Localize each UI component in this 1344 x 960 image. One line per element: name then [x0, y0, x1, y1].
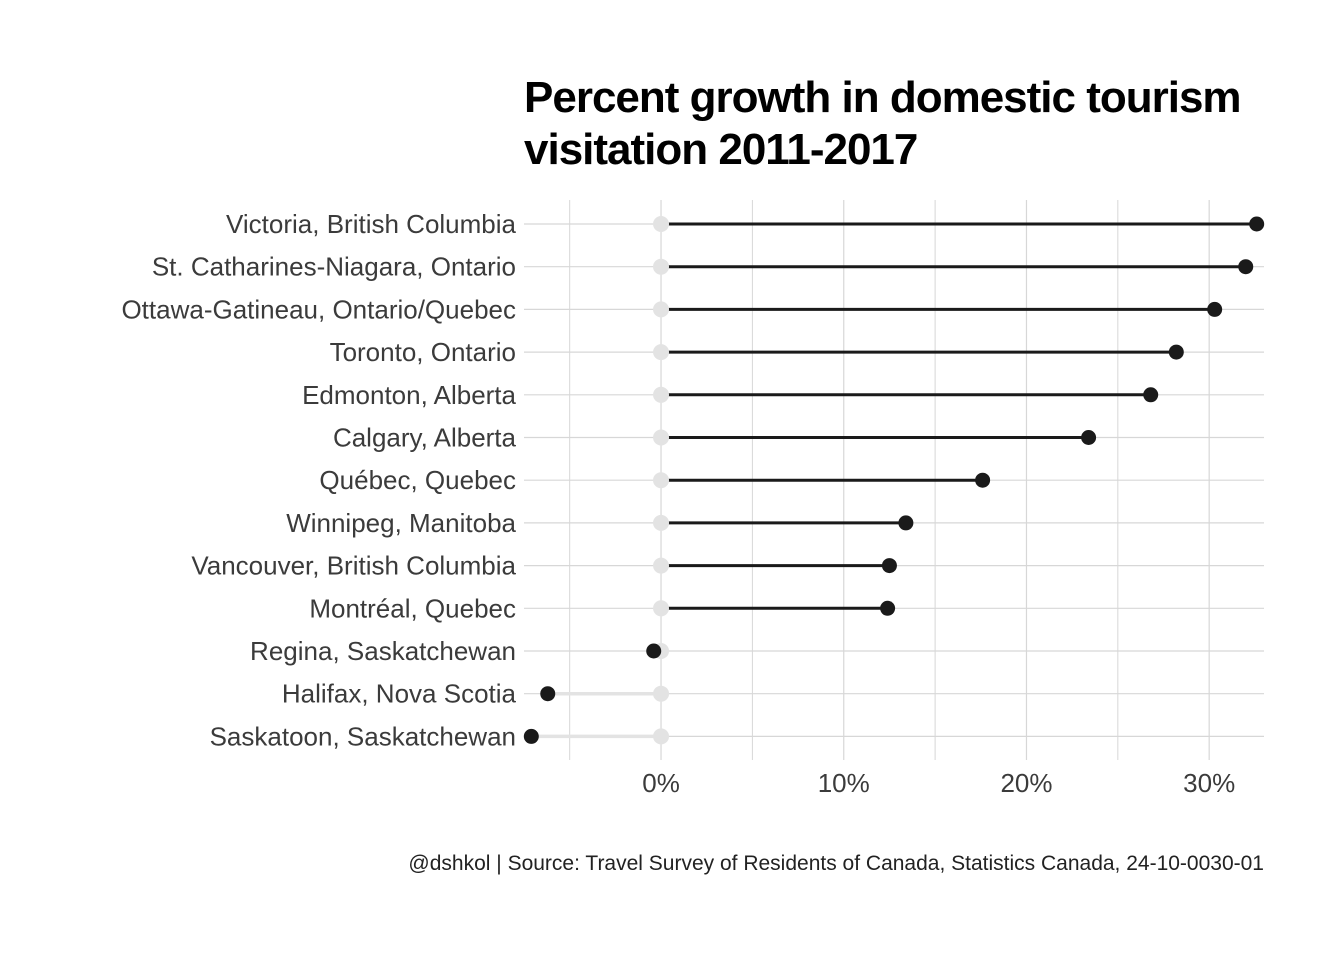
y-tick-label: Québec, Quebec: [319, 465, 516, 495]
chart-title: Percent growth in domestic tourism visit…: [524, 73, 1242, 174]
baseline-point: [653, 386, 670, 403]
value-point: [1168, 344, 1184, 360]
y-tick-label: St. Catharines-Niagara, Ontario: [152, 252, 516, 282]
y-tick-label: Saskatoon, Saskatchewan: [210, 721, 516, 751]
value-point: [898, 515, 914, 531]
value-point: [1143, 387, 1159, 403]
value-point: [975, 472, 991, 488]
baseline-point: [653, 557, 670, 574]
source-caption: @dshkol | Source: Travel Survey of Resid…: [408, 852, 1264, 875]
y-tick-label: Ottawa-Gatineau, Ontario/Quebec: [121, 294, 516, 324]
baseline-point: [653, 216, 670, 232]
value-point: [523, 728, 539, 744]
value-point: [1249, 216, 1265, 232]
value-point: [880, 600, 896, 616]
baseline-point: [653, 685, 670, 702]
y-tick-label: Winnipeg, Manitoba: [286, 508, 516, 538]
value-point: [540, 686, 556, 702]
y-tick-label: Edmonton, Alberta: [302, 380, 516, 410]
y-tick-label: Vancouver, British Columbia: [191, 551, 516, 581]
value-point: [881, 558, 897, 574]
y-tick-label: Regina, Saskatchewan: [250, 636, 516, 666]
x-tick-label: 20%: [1000, 768, 1052, 798]
x-axis-labels: 0% 10% 20% 30%: [642, 768, 1235, 798]
value-point: [1238, 259, 1254, 275]
y-tick-label: Calgary, Alberta: [333, 423, 517, 453]
baseline-point: [653, 301, 670, 318]
baseline-point: [653, 344, 670, 361]
y-axis-labels: Victoria, British Columbia St. Catharines…: [121, 209, 516, 751]
y-tick-label: Toronto, Ontario: [330, 337, 516, 367]
baseline-point: [653, 429, 670, 446]
x-tick-label: 0%: [642, 768, 680, 798]
baseline-point: [653, 258, 670, 275]
value-point: [1081, 430, 1097, 445]
lollipop-segments: [531, 222, 1257, 739]
y-tick-label: Halifax, Nova Scotia: [282, 679, 517, 709]
y-tick-label: Montréal, Quebec: [309, 593, 516, 623]
x-tick-label: 10%: [818, 768, 870, 798]
value-point: [646, 643, 662, 659]
baseline-point: [653, 472, 670, 489]
baseline-point: [653, 514, 670, 531]
x-tick-label: 30%: [1183, 768, 1235, 798]
baseline-point: [653, 600, 670, 617]
y-tick-label: Victoria, British Columbia: [226, 209, 517, 239]
baseline-point: [653, 728, 670, 745]
lollipop-points: [523, 216, 1265, 745]
value-point: [1207, 301, 1223, 317]
